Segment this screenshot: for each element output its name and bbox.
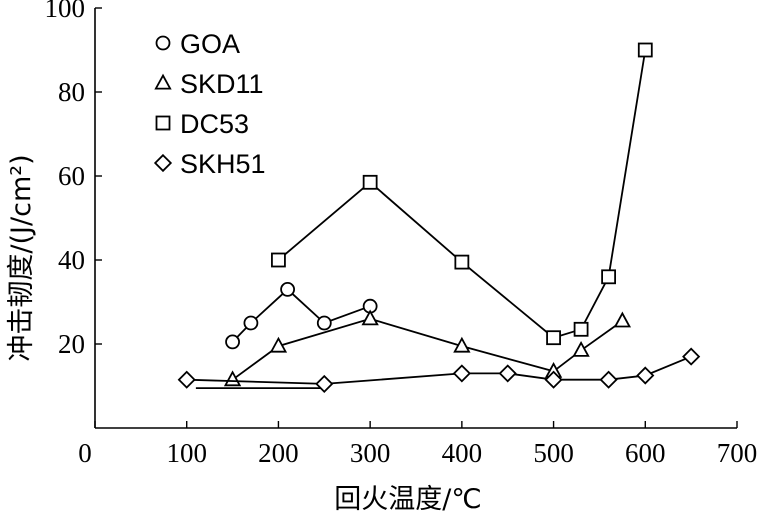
legend-marker-circle bbox=[155, 35, 171, 51]
data-point bbox=[544, 370, 563, 389]
legend-marker-triangle bbox=[154, 73, 172, 90]
legend-item: GOA bbox=[155, 29, 240, 59]
x-axis-label: 回火温度/℃ bbox=[334, 484, 481, 515]
y-tick-label: 100 bbox=[45, 0, 86, 23]
x-tick-label: 200 bbox=[258, 438, 299, 468]
legend-marker-square bbox=[155, 115, 171, 131]
data-point bbox=[637, 42, 653, 58]
data-point bbox=[316, 315, 332, 331]
data-point bbox=[453, 336, 471, 353]
data-point bbox=[280, 281, 296, 297]
series-skd11 bbox=[223, 309, 632, 387]
series-dc53 bbox=[271, 42, 653, 346]
series-goa bbox=[225, 281, 378, 350]
data-point bbox=[225, 334, 240, 350]
y-tick-label: 80 bbox=[58, 77, 85, 107]
data-point bbox=[599, 370, 618, 389]
x-tick-label: 0 bbox=[78, 438, 92, 468]
chart-series bbox=[177, 42, 701, 393]
series-line bbox=[232, 317, 623, 381]
chart-legend: GOA SKD11 DC53 SKH51 bbox=[153, 29, 266, 179]
legend-label: SKH51 bbox=[180, 149, 266, 179]
data-point bbox=[361, 309, 379, 326]
x-tick-label: 700 bbox=[717, 438, 758, 468]
data-point bbox=[601, 269, 616, 285]
data-point bbox=[572, 340, 590, 357]
series-line bbox=[277, 49, 647, 339]
data-point bbox=[243, 315, 259, 331]
data-point bbox=[613, 311, 632, 328]
data-point bbox=[452, 364, 471, 383]
legend-label: SKD11 bbox=[180, 69, 264, 99]
y-tick-label: 40 bbox=[58, 245, 85, 275]
data-point bbox=[223, 370, 242, 387]
x-tick-label: 600 bbox=[625, 438, 666, 468]
data-point bbox=[636, 366, 655, 385]
data-point bbox=[269, 336, 288, 353]
data-point bbox=[498, 364, 517, 383]
y-tick-label: 60 bbox=[58, 161, 85, 191]
legend-label: GOA bbox=[180, 29, 240, 59]
data-point bbox=[682, 347, 701, 366]
x-tick-label: 100 bbox=[166, 438, 207, 468]
x-tick-label: 500 bbox=[533, 438, 574, 468]
data-point bbox=[177, 370, 196, 389]
x-tick-label: 300 bbox=[350, 438, 391, 468]
legend-item: SKD11 bbox=[154, 69, 264, 99]
legend-item: SKH51 bbox=[153, 149, 266, 179]
legend-label: DC53 bbox=[180, 109, 249, 139]
data-point bbox=[454, 254, 470, 270]
y-axis-label: 冲击韧度/(J/cm²) bbox=[6, 154, 37, 361]
data-point bbox=[573, 321, 589, 337]
y-tick-label: 20 bbox=[58, 329, 85, 359]
x-tick-label: 400 bbox=[442, 438, 483, 468]
legend-item: DC53 bbox=[155, 109, 249, 139]
legend-marker-diamond bbox=[153, 153, 173, 173]
data-point bbox=[546, 330, 561, 346]
data-point bbox=[362, 174, 378, 190]
chart-axes: 0 100 200 300 400 500 600 700 20 40 60 80 100 bbox=[45, 0, 758, 468]
data-point bbox=[271, 252, 286, 268]
series-skh51 bbox=[177, 347, 701, 393]
data-point bbox=[315, 374, 334, 393]
series-line bbox=[231, 288, 371, 343]
